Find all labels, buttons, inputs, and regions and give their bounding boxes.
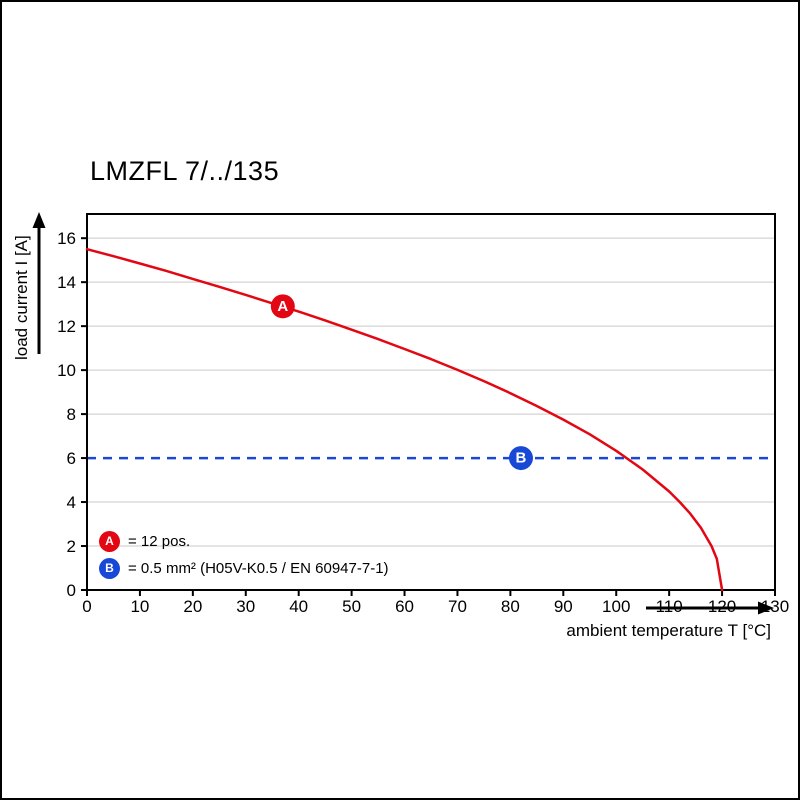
legend-text-b: = 0.5 mm² (H05V-K0.5 / EN 60947-7-1) <box>128 559 389 577</box>
derating-curve <box>85 247 724 592</box>
x-axis-label: ambient temperature T [°C] <box>566 621 771 640</box>
y-tick-label: 16 <box>57 229 76 248</box>
x-tick-label: 130 <box>761 597 789 616</box>
marker-a-label: A <box>277 298 288 315</box>
x-tick-label: 0 <box>82 597 91 616</box>
y-tick-label: 14 <box>57 273 76 292</box>
y-tick-label: 2 <box>67 537 76 556</box>
x-tick-label: 70 <box>448 597 467 616</box>
marker-b-icon <box>508 446 533 471</box>
legend-item-a: A = 12 pos. <box>99 530 190 552</box>
x-axis-arrowhead-icon <box>758 601 774 615</box>
x-tick-label: 20 <box>183 597 202 616</box>
x-tick-label: 90 <box>554 597 573 616</box>
y-tick-label: 10 <box>57 361 76 380</box>
legend-marker-b-icon: B <box>99 557 120 579</box>
x-tick-label: 50 <box>342 597 361 616</box>
y-tick-label: 4 <box>67 493 76 512</box>
legend-marker-a-icon: A <box>99 530 120 552</box>
y-tick-label: 6 <box>67 449 76 468</box>
x-tick-label: 30 <box>236 597 255 616</box>
chart-title: LMZFL 7/../135 <box>90 156 280 186</box>
x-tick-label: 80 <box>501 597 520 616</box>
y-tick-label: 12 <box>57 317 76 336</box>
x-tick-label: 60 <box>395 597 414 616</box>
x-tick-label: 100 <box>602 597 630 616</box>
legend-item-b: B = 0.5 mm² (H05V-K0.5 / EN 60947-7-1) <box>99 557 389 579</box>
marker-a-icon <box>270 294 295 319</box>
marker-b-label: B <box>516 450 527 467</box>
x-tick-label: 10 <box>130 597 149 616</box>
legend-text-a: = 12 pos. <box>128 532 191 550</box>
plot-border <box>86 213 776 591</box>
x-tick-label: 40 <box>289 597 308 616</box>
y-axis-arrowhead-icon <box>32 212 46 228</box>
y-tick-label: 0 <box>67 581 76 600</box>
y-tick-label: 8 <box>67 405 76 424</box>
